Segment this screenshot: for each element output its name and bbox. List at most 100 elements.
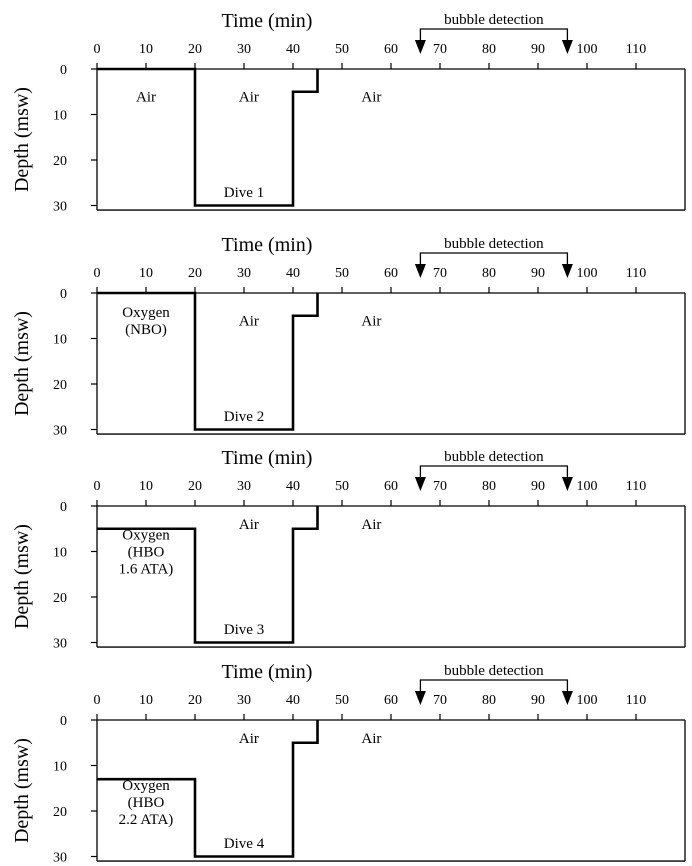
annotation-label: (HBO <box>128 545 165 561</box>
x-tick-label: 30 <box>237 42 251 57</box>
x-tick-label: 20 <box>188 479 202 494</box>
x-tick-label: 60 <box>384 693 398 708</box>
y-tick-label: 20 <box>53 378 67 393</box>
bubble-detection-bracket <box>419 465 569 478</box>
annotation-label: Dive 3 <box>224 622 264 638</box>
x-tick-label: 110 <box>626 42 646 57</box>
annotation-label: Oxygen <box>122 305 170 321</box>
annotation-label: 2.2 ATA) <box>119 812 174 828</box>
x-tick-label: 0 <box>94 42 101 57</box>
x-tick-label: 90 <box>531 479 545 494</box>
x-axis-title: Time (min) <box>222 234 313 256</box>
x-tick-label: 20 <box>188 693 202 708</box>
x-tick-label: 60 <box>384 479 398 494</box>
bubble-detection-label: bubble detection <box>444 663 544 679</box>
annotation-label: Air <box>361 89 381 105</box>
annotation-label: Air <box>239 517 259 533</box>
annotation-label: Air <box>361 517 381 533</box>
x-tick-label: 30 <box>237 693 251 708</box>
x-axis-title: Time (min) <box>222 661 313 683</box>
annotation-label: Dive 4 <box>224 836 265 852</box>
annotation-label: Air <box>239 731 259 747</box>
y-tick-label: 30 <box>53 851 67 866</box>
x-tick-label: 60 <box>384 42 398 57</box>
x-tick-label: 40 <box>286 266 300 281</box>
bubble-detection-arrow <box>414 264 426 278</box>
annotation-label: Air <box>136 89 156 105</box>
x-tick-label: 80 <box>482 693 496 708</box>
bubble-detection-arrow <box>561 477 573 491</box>
annotation-label: Dive 2 <box>224 409 264 425</box>
y-tick-label: 10 <box>53 760 67 775</box>
y-tick-label: 0 <box>60 63 67 78</box>
x-tick-label: 50 <box>335 42 349 57</box>
annotation-label: Dive 1 <box>224 185 264 201</box>
dive-profile-line <box>97 291 319 431</box>
y-tick-label: 10 <box>53 546 67 561</box>
chart-panel-3: Time (min) 0 10 20 30 40 50 60 70 80 90 100 110 0 10 20… <box>11 447 686 652</box>
bubble-detection-arrow <box>561 40 573 54</box>
bubble-detection-arrow <box>414 40 426 54</box>
x-tick-label: 80 <box>482 42 496 57</box>
x-tick-label: 110 <box>626 693 646 708</box>
annotation-label: Air <box>361 313 381 329</box>
x-tick-label: 0 <box>94 693 101 708</box>
bubble-detection-arrow <box>414 691 426 705</box>
chart-panel-4: Time (min) 0 10 20 30 40 50 60 70 80 90 100 110 0 10 20… <box>11 661 686 866</box>
bubble-detection-bracket <box>419 252 569 265</box>
chart-panel-1: Time (min) 0 10 20 30 40 50 60 70 80 90 100 110 0 10 20… <box>11 10 686 215</box>
x-tick-label: 50 <box>335 479 349 494</box>
y-tick-label: 0 <box>60 714 67 729</box>
y-tick-label: 0 <box>60 500 67 515</box>
y-tick-label: 20 <box>53 591 67 606</box>
y-axis-title: Depth (msw) <box>11 311 33 416</box>
annotation-label: Oxygen <box>122 778 170 794</box>
x-tick-label: 10 <box>139 693 153 708</box>
x-tick-label: 10 <box>139 479 153 494</box>
y-tick-label: 0 <box>60 287 67 302</box>
y-tick-label: 10 <box>53 109 67 124</box>
annotation-label: (HBO <box>128 795 165 811</box>
x-tick-label: 90 <box>531 266 545 281</box>
x-tick-label: 90 <box>531 693 545 708</box>
x-tick-label: 80 <box>482 479 496 494</box>
x-tick-label: 30 <box>237 479 251 494</box>
chart-panel-2: Time (min) 0 10 20 30 40 50 60 70 80 90 100 110 0 10 20… <box>11 234 686 439</box>
y-tick-label: 30 <box>53 200 67 215</box>
x-tick-label: 100 <box>577 266 598 281</box>
dive-profile-line <box>97 506 319 644</box>
x-tick-label: 70 <box>433 479 447 494</box>
x-tick-label: 110 <box>626 266 646 281</box>
x-tick-label: 70 <box>433 266 447 281</box>
annotation-label: (NBO) <box>125 322 167 338</box>
bubble-detection-arrow <box>561 264 573 278</box>
y-axis-title: Depth (msw) <box>11 738 33 843</box>
x-tick-label: 40 <box>286 42 300 57</box>
bubble-detection-label: bubble detection <box>444 236 544 252</box>
y-tick-label: 30 <box>53 637 67 652</box>
x-tick-label: 80 <box>482 266 496 281</box>
annotation-label: Air <box>361 731 381 747</box>
bubble-detection-bracket <box>419 679 569 692</box>
x-tick-label: 50 <box>335 266 349 281</box>
x-tick-label: 110 <box>626 479 646 494</box>
x-tick-label: 40 <box>286 479 300 494</box>
x-tick-label: 20 <box>188 42 202 57</box>
annotation-label: Air <box>239 313 259 329</box>
bubble-detection-arrow <box>414 477 426 491</box>
x-tick-label: 20 <box>188 266 202 281</box>
bubble-detection-bracket <box>419 28 569 41</box>
x-tick-label: 60 <box>384 266 398 281</box>
y-axis-title: Depth (msw) <box>11 524 33 629</box>
x-tick-label: 70 <box>433 693 447 708</box>
dive-profile-line <box>97 720 319 858</box>
y-axis-title: Depth (msw) <box>11 87 33 192</box>
annotation-label: Oxygen <box>122 528 170 544</box>
x-tick-label: 40 <box>286 693 300 708</box>
annotation-label: Air <box>239 89 259 105</box>
x-tick-label: 0 <box>94 479 101 494</box>
annotation-label: 1.6 ATA) <box>119 562 174 578</box>
x-axis-title: Time (min) <box>222 447 313 469</box>
x-tick-label: 10 <box>139 42 153 57</box>
